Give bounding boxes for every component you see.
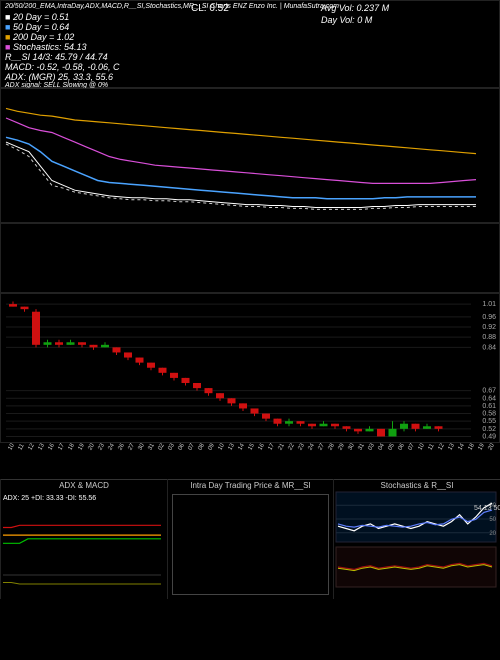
svg-text:0.52: 0.52 [482, 426, 496, 433]
svg-text:54.13 50: 54.13 50 [474, 505, 500, 512]
intra-empty-box [172, 494, 329, 595]
legend-200: ■ 200 Day = 1.02 [5, 32, 74, 42]
day-vol: Day Vol: 0 M [321, 15, 372, 25]
svg-text:0.61: 0.61 [482, 403, 496, 410]
header-panel: 20/50/200_EMA,IntraDay,ADX,MACD,R__SI,St… [0, 0, 500, 88]
legend-20: ■ 20 Day = 0.51 [5, 12, 69, 22]
legend-rsi: R__SI 14/3: 45.79 / 44.74 [5, 52, 108, 62]
stoch-title: Stochastics & R__SI [334, 479, 500, 490]
svg-text:0.92: 0.92 [482, 324, 496, 331]
candle-chart: 0.490.520.550.580.610.640.67 0.84 0.88 0.92… [0, 293, 500, 443]
ma-chart [0, 88, 500, 223]
svg-text:1.01: 1.01 [482, 301, 496, 308]
cl-label: CL: 0.52 [191, 3, 229, 14]
avg-vol: Avg Vol: 0.237 M [321, 3, 389, 13]
svg-text:0.96: 0.96 [482, 314, 496, 321]
legend-stoch: ■ Stochastics: 54.13 [5, 42, 87, 52]
legend-adx: ADX: (MGR) 25, 33.3, 55.6 [5, 72, 113, 82]
sub-panels: ADX & MACD ADX: 25 +DI: 33.33 -DI: 55.56… [0, 479, 500, 599]
adx-title: ADX & MACD [1, 479, 167, 490]
svg-text:0.84: 0.84 [482, 344, 496, 351]
intra-title: Intra Day Trading Price & MR__SI [168, 479, 333, 490]
stoch-rsi-panel: Stochastics & R__SI 20508054.13 50 [333, 479, 500, 599]
intraday-panel: Intra Day Trading Price & MR__SI [167, 479, 333, 599]
svg-text:50: 50 [489, 517, 496, 523]
legend-50: ■ 50 Day = 0.64 [5, 22, 69, 32]
date-axis: 10 Dec11 Dec12 Dec13 Dec16 Dec17 Dec18 D… [0, 443, 500, 479]
svg-text:0.55: 0.55 [482, 418, 496, 425]
chart-title: 20/50/200_EMA,IntraDay,ADX,MACD,R__SI,St… [5, 3, 339, 10]
svg-text:20: 20 [489, 531, 496, 537]
gap-panel [0, 223, 500, 293]
svg-text:0.64: 0.64 [482, 395, 496, 402]
svg-text:0.58: 0.58 [482, 411, 496, 418]
svg-text:0.88: 0.88 [482, 334, 496, 341]
svg-text:0.49: 0.49 [482, 433, 496, 440]
legend-macd: MACD: -0.52, -0.58, -0.06, C [5, 62, 120, 72]
svg-text:ADX: 25 +DI: 33.33 -DI: 55.56: ADX: 25 +DI: 33.33 -DI: 55.56 [3, 495, 96, 502]
adx-macd-panel: ADX & MACD ADX: 25 +DI: 33.33 -DI: 55.56 [0, 479, 167, 599]
svg-text:0.67: 0.67 [482, 388, 496, 395]
